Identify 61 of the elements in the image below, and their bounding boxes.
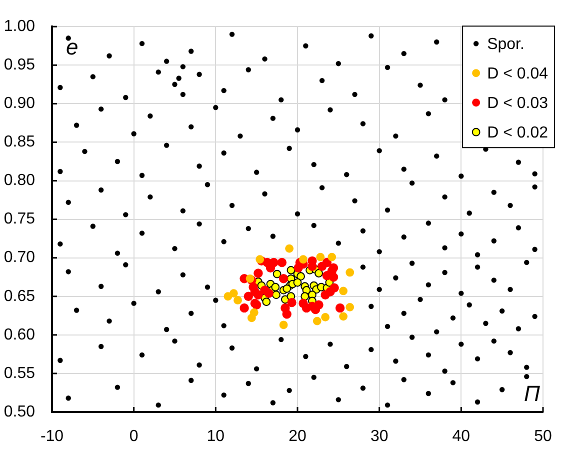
y-tick-label: 0.80 — [4, 172, 36, 190]
y-tick-label: 0.65 — [4, 288, 36, 305]
point — [254, 290, 263, 300]
x-tick-label: 0 — [129, 428, 138, 446]
point — [314, 269, 323, 278]
point — [278, 274, 288, 284]
point — [282, 284, 292, 293]
y-tick-label: 0.70 — [4, 249, 36, 266]
point — [277, 258, 287, 268]
point — [296, 272, 305, 281]
y-axis-title: e — [66, 34, 78, 60]
legend-label: Spor. — [487, 36, 524, 54]
y-tick-label: 0.95 — [4, 56, 36, 74]
point — [294, 263, 303, 272]
x-tick-label: 20 — [288, 428, 306, 446]
point — [293, 278, 302, 287]
x-tick-label: 10 — [206, 428, 225, 446]
y-tick-label: 0.50 — [4, 403, 36, 420]
point — [298, 298, 308, 308]
point — [264, 288, 274, 298]
y-tick-label: 0.85 — [4, 134, 36, 151]
y-tick-label: 0.90 — [4, 95, 36, 112]
point — [285, 244, 294, 253]
point — [244, 292, 253, 301]
point — [279, 320, 288, 330]
point — [328, 252, 336, 262]
legend-label: D < 0.02 — [487, 124, 548, 142]
x-tick-label: 30 — [370, 428, 388, 446]
point — [339, 286, 348, 296]
point — [346, 302, 354, 312]
point — [240, 303, 249, 313]
point — [254, 268, 263, 278]
point — [346, 268, 354, 277]
y-tick-label: 0.55 — [4, 364, 36, 382]
point — [272, 270, 282, 278]
y-tick-label: 0.60 — [4, 326, 36, 344]
point — [335, 303, 345, 313]
point — [224, 292, 232, 301]
point — [271, 282, 280, 292]
point — [247, 314, 256, 322]
point — [287, 298, 296, 308]
point — [316, 252, 325, 262]
y-tick-label: 1.00 — [4, 18, 36, 36]
point — [282, 310, 292, 319]
point — [320, 290, 330, 300]
legend-label: D < 0.04 — [487, 66, 548, 83]
point — [339, 312, 348, 321]
point — [299, 255, 308, 264]
point — [286, 266, 296, 274]
x-tick-label: 40 — [452, 428, 470, 446]
point — [312, 316, 322, 326]
point — [321, 312, 330, 322]
point — [234, 296, 242, 304]
x-tick-label: -10 — [40, 428, 64, 446]
x-axis-title: Π — [524, 381, 540, 406]
legend-label: D < 0.03 — [487, 95, 548, 112]
point — [262, 298, 271, 306]
x-tick-label: 50 — [534, 428, 552, 446]
point — [272, 290, 280, 300]
y-tick-label: 0.75 — [4, 210, 36, 228]
point — [328, 263, 338, 272]
